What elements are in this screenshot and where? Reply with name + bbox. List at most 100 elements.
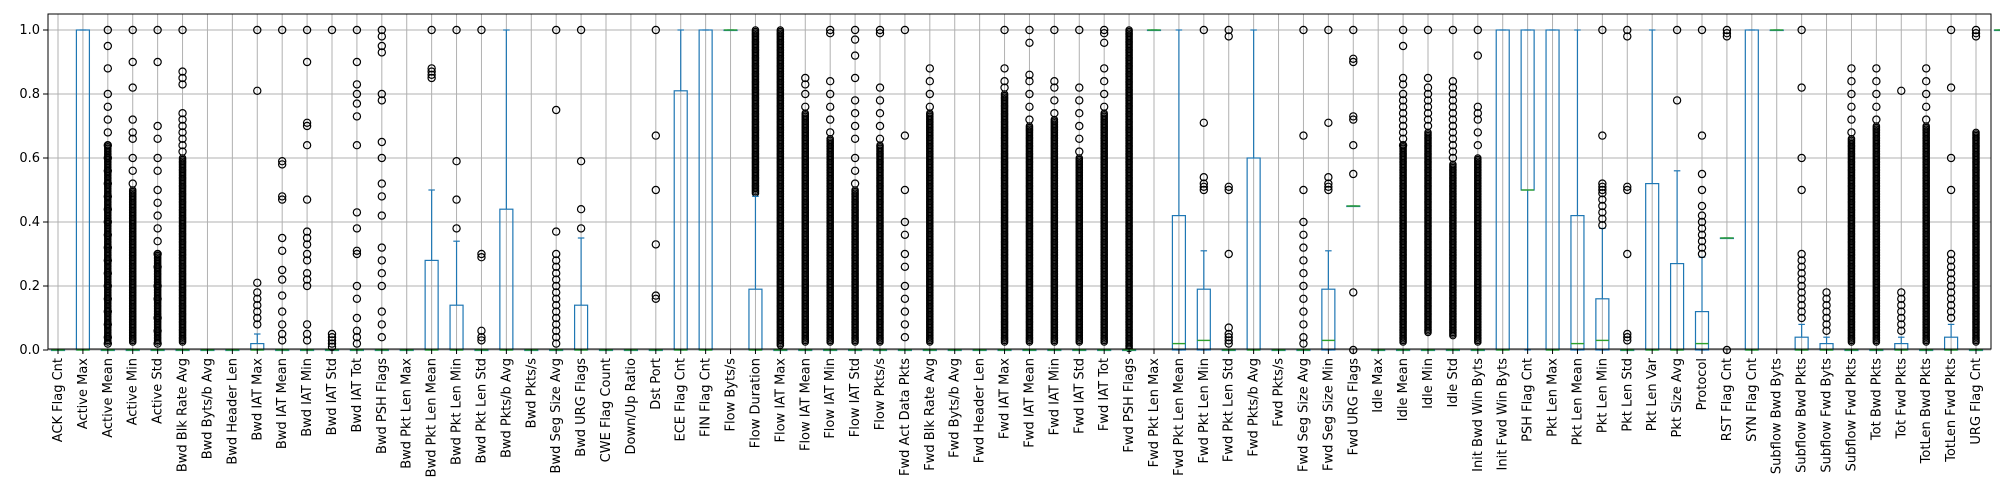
outlier-point (900, 25, 910, 35)
outlier-point (377, 269, 387, 278)
outlier-point (576, 25, 586, 35)
outlier-point (178, 25, 187, 35)
x-tick-label: Idle Std (1446, 358, 1461, 407)
outlier-point (1299, 25, 1308, 35)
outlier-point (1448, 134, 1458, 143)
outlier-point (1299, 217, 1308, 227)
x-tick-label: Flow IAT Max (773, 358, 788, 443)
x-tick-label: Bwd IAT Min (300, 358, 315, 437)
outlier-point (352, 339, 362, 348)
outlier-point (302, 57, 312, 67)
outlier-point (452, 25, 461, 35)
outlier-dense (1025, 338, 1034, 346)
outlier-point (377, 211, 387, 220)
outlier-point (302, 118, 312, 128)
box-32 (823, 25, 838, 352)
outlier-point (1025, 38, 1034, 48)
outlier-point (352, 224, 362, 233)
x-tick-label: Dst Port (649, 358, 664, 410)
outlier-point (1398, 96, 1408, 105)
outlier-point (427, 73, 436, 83)
outlier-point (103, 166, 113, 175)
outlier-point (377, 137, 387, 147)
x-tick-label: Fwd PSH Flags (1122, 358, 1137, 453)
outlier-point (352, 89, 362, 99)
outlier-point (128, 115, 137, 124)
outlier-dense (1075, 338, 1084, 346)
box-53 (1346, 25, 1361, 355)
outlier-point (103, 243, 113, 252)
outlier-point (103, 269, 113, 278)
x-tick-label: Fwd Pkts/s (1272, 358, 1287, 427)
outlier-point (1349, 57, 1358, 67)
outlier-point (1099, 25, 1109, 35)
outlier-point (103, 294, 113, 303)
outlier-point (1099, 89, 1109, 99)
outlier-point (1349, 115, 1358, 124)
outlier-point (452, 156, 461, 166)
x-tick-label: Flow Pkts/s (873, 358, 888, 430)
outlier-point (900, 307, 910, 316)
outlier-point (900, 217, 910, 227)
outlier-point (302, 320, 312, 329)
outlier-point (1075, 121, 1084, 131)
outlier-point (1423, 115, 1433, 124)
outlier-point (551, 281, 561, 291)
outlier-point (1224, 185, 1233, 195)
outlier-point (1199, 185, 1209, 195)
outlier-point (1598, 185, 1607, 195)
box-45 (1146, 29, 1162, 32)
outlier-point (477, 253, 486, 262)
x-tick-label: Idle Min (1421, 358, 1436, 409)
outlier-point (277, 233, 287, 243)
outlier-point (875, 134, 885, 143)
outlier-point (277, 265, 287, 275)
x-tick-label: Pkt Len Mean (1570, 358, 1585, 445)
outlier-point (427, 70, 436, 80)
x-tick-label: Fwd Seg Size Min (1321, 358, 1336, 471)
outlier-point (1199, 179, 1209, 188)
outlier-point (1623, 249, 1632, 259)
outlier-point (576, 224, 586, 233)
outlier-point (900, 230, 910, 239)
outlier-point (103, 333, 113, 342)
outlier-point (850, 25, 860, 35)
outlier-dense (1449, 331, 1457, 340)
outlier-point (825, 115, 835, 124)
outlier-point (302, 275, 312, 284)
outlier-point (551, 301, 561, 310)
outlier-point (103, 89, 113, 99)
outlier-point (477, 336, 486, 345)
outlier-point (900, 262, 910, 271)
outlier-point (103, 128, 113, 137)
outlier-point (1448, 96, 1458, 105)
outlier-point (1423, 102, 1433, 112)
x-tick-label: Fwd Byts/b Avg (948, 358, 963, 458)
outlier-point (1398, 73, 1408, 83)
box-57 (1445, 25, 1461, 352)
outlier-point (153, 57, 162, 67)
outlier-point (1398, 89, 1408, 99)
outlier-point (277, 246, 287, 255)
grid-layer (48, 14, 1991, 351)
outlier-point (452, 224, 461, 233)
outlier-point (277, 307, 287, 316)
box-29 (748, 26, 763, 351)
x-tick-label: Subflow Fwd Pkts (1844, 358, 1859, 472)
outlier-point (1598, 201, 1607, 211)
outlier-point (1299, 243, 1308, 252)
y-tick-label: 0.2 (19, 279, 40, 294)
outlier-point (651, 185, 661, 195)
outlier-point (1025, 70, 1034, 80)
x-tick-label: SYN Flag Cnt (1745, 358, 1760, 442)
box-43 (1097, 25, 1112, 352)
outlier-point (551, 288, 561, 297)
outlier-point (1199, 25, 1209, 35)
outlier-point (825, 128, 835, 137)
outlier-point (1025, 76, 1034, 86)
outlier-point (178, 121, 187, 131)
x-tick-label: Fwd Act Data Pkts (898, 358, 913, 476)
outlier-point (377, 25, 387, 35)
x-tick-label: Flow IAT Min (823, 358, 838, 439)
y-tick-label: 0.4 (19, 215, 40, 230)
